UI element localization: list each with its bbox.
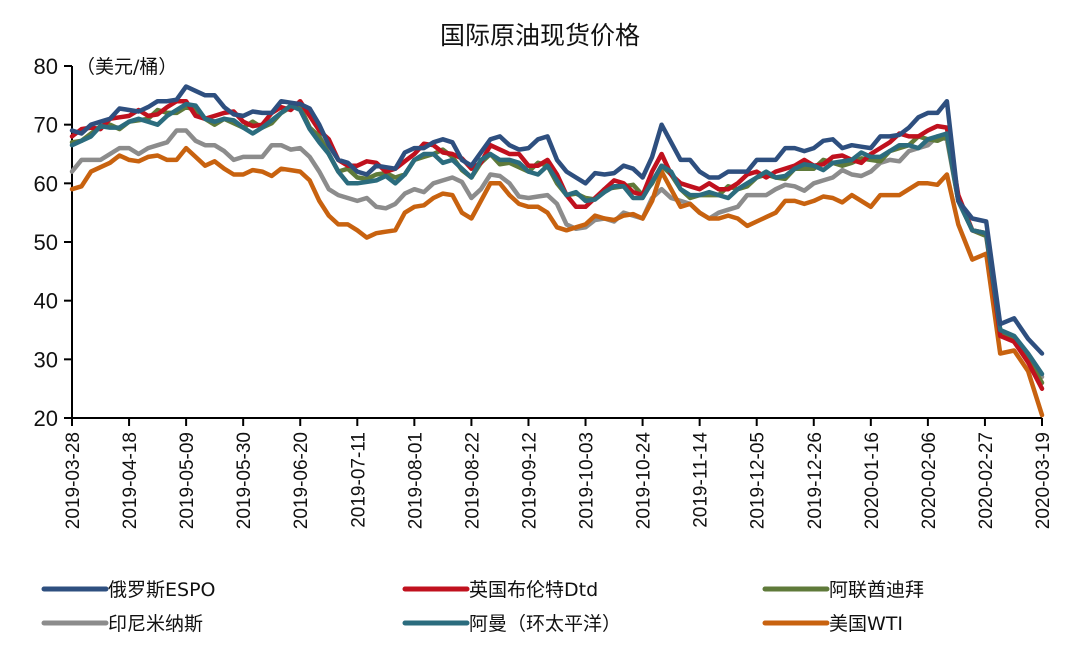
x-tick-label: 2019-05-30 xyxy=(234,432,255,529)
series-lines xyxy=(69,84,1045,418)
legend-item: 英国布伦特Dtd xyxy=(402,579,598,601)
legend-label: 阿联酋迪拜 xyxy=(829,579,924,601)
x-tick-label: 2019-10-03 xyxy=(577,432,598,529)
x-tick-label: 2019-12-26 xyxy=(805,432,826,529)
x-tick-label: 2019-08-01 xyxy=(405,432,426,529)
x-tick-label: 2020-03-19 xyxy=(1033,432,1054,529)
legend-label: 美国WTI xyxy=(829,613,903,635)
x-tick-label: 2019-03-28 xyxy=(63,432,84,529)
legend-label: 阿曼（环太平洋） xyxy=(469,613,621,635)
y-tick-label: 30 xyxy=(34,347,58,372)
x-tick-label: 2019-12-05 xyxy=(748,432,769,529)
y-tick-label: 60 xyxy=(34,171,58,196)
x-tick-label: 2019-09-12 xyxy=(519,432,540,529)
x-tick-label: 2020-01-16 xyxy=(862,432,883,529)
y-tick-label: 40 xyxy=(34,289,58,314)
y-axis: 20 30 40 50 60 70 80 xyxy=(34,54,73,431)
series-line xyxy=(69,101,1045,377)
legend-item: 阿联酋迪拜 xyxy=(762,579,924,601)
x-tick-label: 2019-04-18 xyxy=(120,432,141,529)
x-tick-label: 2019-10-24 xyxy=(634,432,655,530)
legend-item: 印尼米纳斯 xyxy=(41,613,203,635)
chart-title: 国际原油现货价格 xyxy=(440,21,640,50)
y-tick-label: 20 xyxy=(34,406,58,431)
x-tick-label: 2019-11-14 xyxy=(691,432,712,528)
legend-item: 阿曼（环太平洋） xyxy=(402,613,621,635)
x-tick-label: 2020-02-27 xyxy=(976,432,997,529)
x-tick-label: 2019-05-09 xyxy=(177,432,198,529)
legend-label: 俄罗斯ESPO xyxy=(108,579,215,601)
y-axis-unit-label: （美元/桶） xyxy=(76,56,177,78)
series-line xyxy=(69,128,1045,380)
legend-label: 英国布伦特Dtd xyxy=(469,579,598,601)
y-tick-label: 50 xyxy=(34,230,58,255)
x-tick-label: 2019-08-22 xyxy=(462,432,483,529)
x-tick-label: 2019-06-20 xyxy=(291,432,312,529)
y-tick-label: 70 xyxy=(34,113,58,138)
x-axis: 2019-03-28 2019-04-18 2019-05-09 2019-05-30… xyxy=(63,417,1054,530)
series-line xyxy=(69,98,1045,391)
legend-item: 俄罗斯ESPO xyxy=(41,579,215,601)
series-line xyxy=(69,84,1045,356)
x-tick-label: 2020-02-06 xyxy=(919,432,940,529)
x-tick-label: 2019-07-11 xyxy=(348,432,369,528)
legend-item: 美国WTI xyxy=(762,613,903,635)
y-tick-label: 80 xyxy=(34,54,58,79)
series-line xyxy=(69,145,1045,418)
legend-label: 印尼米纳斯 xyxy=(108,613,203,635)
